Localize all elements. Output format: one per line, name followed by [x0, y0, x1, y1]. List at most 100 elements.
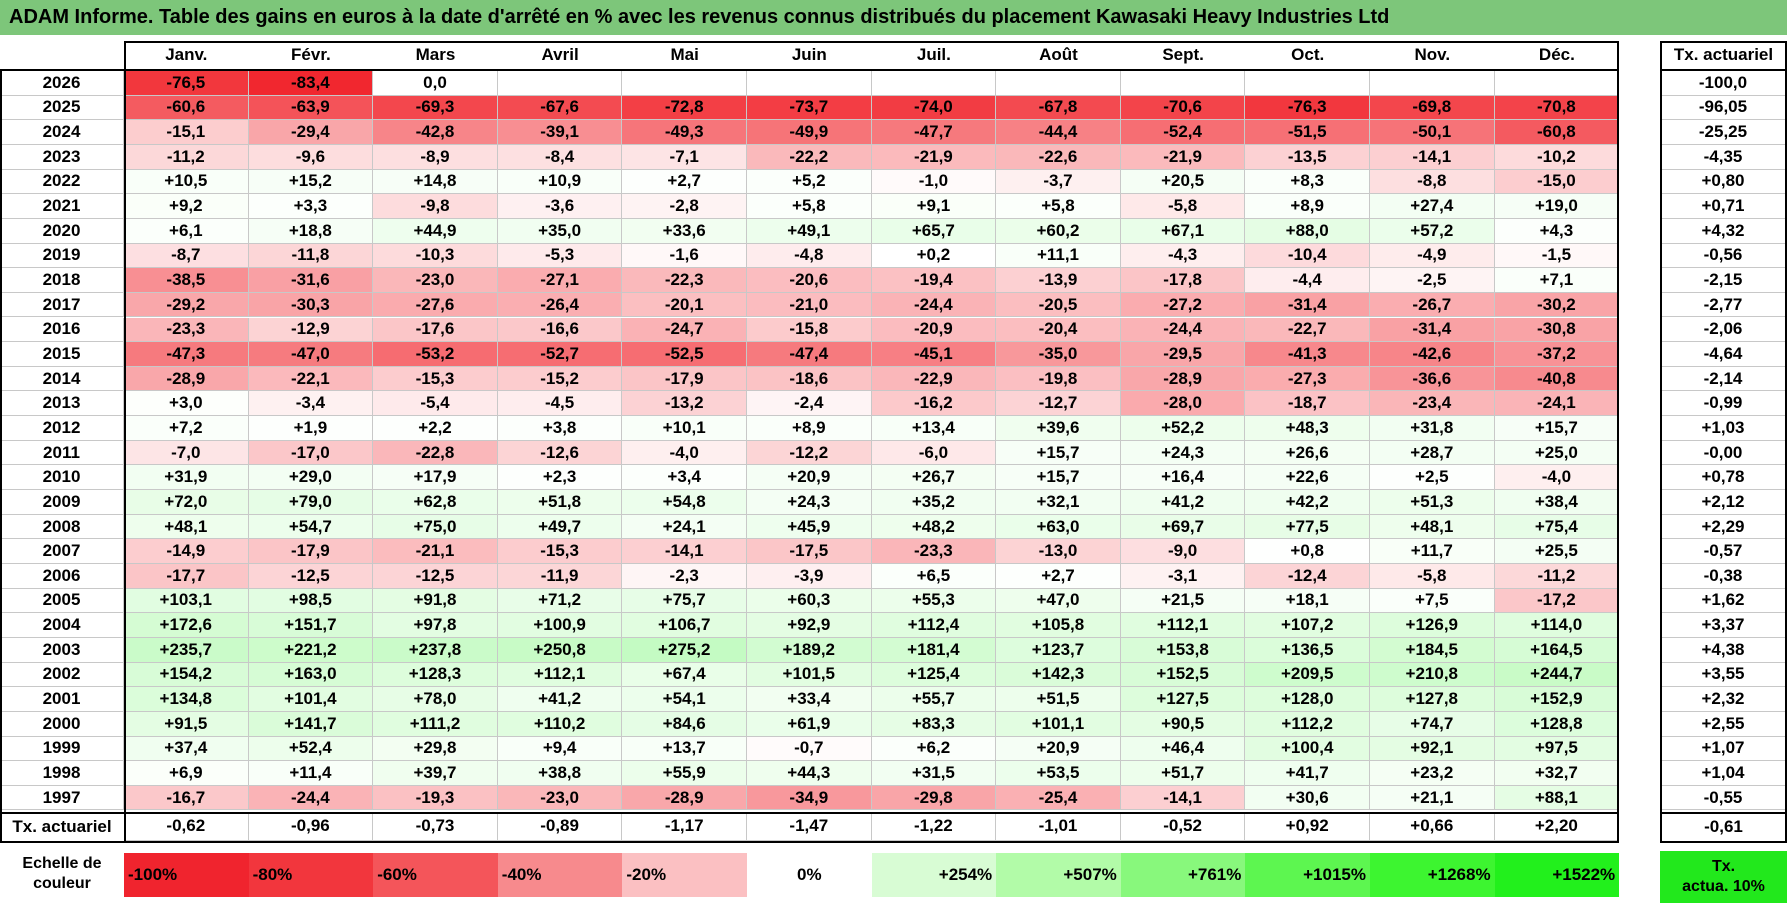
table-cell: +5,2 [747, 169, 872, 195]
table-cell: +31,5 [871, 761, 997, 786]
table-cell: -22,3 [622, 268, 747, 293]
column-header: Juin [791, 45, 827, 64]
table-cell: +46,4 [1120, 736, 1246, 762]
table-cell [497, 71, 623, 96]
table-cell: +8,3 [1245, 169, 1370, 195]
row-rate-cell: +2,12 [1660, 490, 1787, 515]
table-cell: -72,8 [622, 95, 747, 121]
table-cell: +31,8 [1370, 416, 1495, 441]
table-cell: +25,5 [1494, 539, 1620, 564]
color-scale-swatch: +507% [996, 853, 1121, 897]
table-cell: -12,6 [497, 440, 623, 466]
table-cell: +91,8 [373, 588, 498, 614]
table-border [124, 41, 126, 841]
table-cell: -41,3 [1245, 342, 1370, 367]
table-cell: -3,4 [248, 391, 374, 417]
table-cell: -3,7 [996, 169, 1121, 195]
table-cell: -14,1 [622, 539, 747, 564]
table-cell: +101,4 [248, 687, 374, 712]
table-cell: -10,4 [1245, 243, 1370, 269]
table-cell: -67,8 [996, 95, 1121, 121]
table-cell: -2,5 [1370, 268, 1495, 293]
table-cell: +51,5 [996, 687, 1121, 712]
table-cell: -3,1 [1120, 564, 1246, 589]
row-year-label: 2013 [0, 391, 124, 417]
table-cell: +75,4 [1494, 514, 1620, 540]
column-header: Oct. [1291, 45, 1325, 64]
row-year-label: 2021 [0, 194, 124, 219]
table-cell [1120, 71, 1246, 96]
table-cell: -19,3 [373, 785, 498, 811]
table-cell: +54,7 [248, 514, 374, 540]
row-year-label: 2022 [0, 169, 124, 195]
table-cell: +84,6 [622, 711, 747, 737]
row-year-label: 2010 [0, 465, 124, 491]
color-scale-swatch: -100% [124, 853, 249, 897]
table-cell: +101,5 [747, 662, 872, 688]
table-cell: +77,5 [1245, 514, 1370, 540]
table-cell: +51,7 [1120, 761, 1246, 786]
table-cell: +49,7 [497, 514, 623, 540]
table-cell: +250,8 [497, 637, 623, 663]
footer-cell: +2,20 [1494, 812, 1620, 841]
table-border [0, 69, 1620, 71]
table-cell: +17,9 [373, 465, 498, 491]
table-cell: +35,2 [871, 490, 997, 515]
table-cell: -17,9 [622, 366, 747, 392]
table-cell: -15,2 [497, 366, 623, 392]
table-cell: +54,1 [622, 687, 747, 712]
table-cell: -12,9 [248, 317, 374, 343]
table-cell: -23,4 [1370, 391, 1495, 417]
column-header: Mars [415, 45, 456, 64]
table-cell: +92,9 [747, 613, 872, 638]
table-cell: -20,1 [622, 292, 747, 318]
table-cell: +26,6 [1245, 440, 1370, 466]
row-rate-cell: -2,77 [1660, 292, 1787, 318]
table-cell: -17,2 [1494, 588, 1620, 614]
table-cell: +21,5 [1120, 588, 1246, 614]
table-cell: -25,4 [996, 785, 1121, 811]
table-cell: +5,8 [996, 194, 1121, 219]
table-cell: -1,0 [871, 169, 997, 195]
table-cell: +111,2 [373, 711, 498, 737]
table-cell: +10,1 [622, 416, 747, 441]
footer-rate-cell: -0,61 [1704, 816, 1743, 836]
table-cell: +83,3 [871, 711, 997, 737]
table-cell: -22,1 [248, 366, 374, 392]
table-cell: -0,7 [747, 736, 872, 762]
row-rate-cell: -96,05 [1660, 95, 1787, 121]
table-cell: -20,9 [871, 317, 997, 343]
table-cell: +38,4 [1494, 490, 1620, 515]
table-cell: +7,5 [1370, 588, 1495, 614]
table-cell: -16,7 [124, 785, 249, 811]
table-cell: +6,1 [124, 218, 249, 244]
table-cell: +74,7 [1370, 711, 1495, 737]
table-cell: -47,7 [871, 120, 997, 145]
table-cell: -28,9 [1120, 366, 1246, 392]
table-cell: +244,7 [1494, 662, 1620, 688]
table-cell: +39,7 [373, 761, 498, 786]
table-cell: +9,1 [871, 194, 997, 219]
table-cell: -21,9 [1120, 144, 1246, 170]
table-cell: +48,2 [871, 514, 997, 540]
table-cell: +55,3 [871, 588, 997, 614]
table-cell: -19,4 [871, 268, 997, 293]
row-rate-cell: +4,32 [1660, 218, 1787, 244]
table-cell: -12,7 [996, 391, 1121, 417]
table-border [124, 41, 1620, 43]
row-rate-cell: +1,03 [1660, 416, 1787, 441]
table-cell: +11,4 [248, 761, 374, 786]
table-cell: -15,0 [1494, 169, 1620, 195]
table-cell: -8,4 [497, 144, 623, 170]
table-cell: -5,8 [1120, 194, 1246, 219]
table-cell: -29,2 [124, 292, 249, 318]
table-cell: +69,7 [1120, 514, 1246, 540]
table-cell: +11,7 [1370, 539, 1495, 564]
table-cell: +126,9 [1370, 613, 1495, 638]
table-border [1785, 41, 1787, 843]
table-cell: +9,2 [124, 194, 249, 219]
table-cell: +32,1 [996, 490, 1121, 515]
table-cell: -40,8 [1494, 366, 1620, 392]
row-year-label: 2004 [0, 613, 124, 638]
footer-cell: -0,73 [373, 812, 498, 841]
